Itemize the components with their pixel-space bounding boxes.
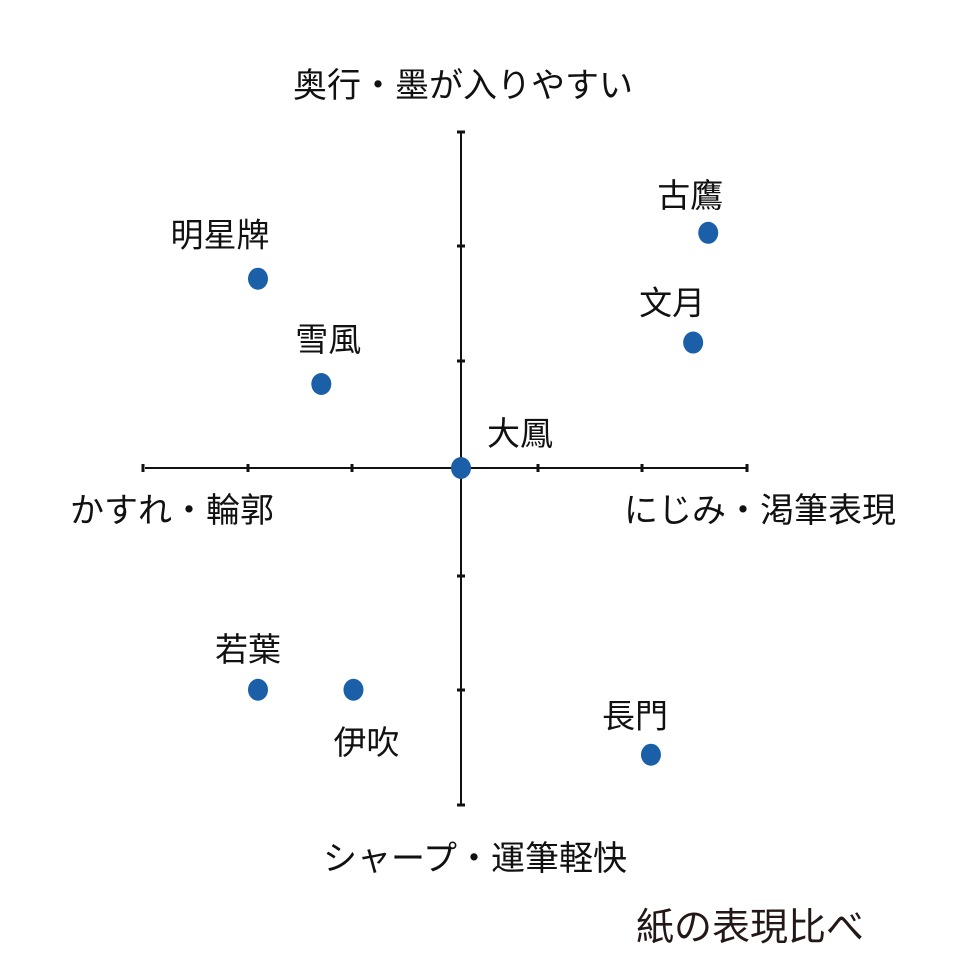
axes xyxy=(141,130,749,807)
data-point xyxy=(698,221,719,244)
point-label: 大鳳 xyxy=(487,414,553,453)
axis-ticks xyxy=(141,130,749,807)
chart-title: 紙の表現比べ xyxy=(636,905,864,949)
data-point xyxy=(247,678,268,701)
data-point xyxy=(451,457,471,479)
axis-label-right: にじみ・渇筆表現 xyxy=(624,491,896,531)
point-label: 長門 xyxy=(602,697,668,736)
data-point xyxy=(311,373,332,395)
point-label: 雪風 xyxy=(295,320,361,359)
point-label: 若葉 xyxy=(215,630,281,669)
axis-label-bottom: シャープ・運筆軽快 xyxy=(323,839,627,879)
point-label: 明星牌 xyxy=(170,216,269,255)
data-point xyxy=(640,743,661,766)
point-label: 文月 xyxy=(639,284,705,323)
data-point xyxy=(343,678,364,701)
data-point xyxy=(683,331,704,354)
axis-label-top: 奥行・墨が入りやすい xyxy=(293,66,633,106)
axis-label-left: かすれ・輪郭 xyxy=(70,491,274,531)
point-label: 古鷹 xyxy=(657,176,723,215)
point-label: 伊吹 xyxy=(333,723,399,762)
data-point xyxy=(247,267,268,290)
